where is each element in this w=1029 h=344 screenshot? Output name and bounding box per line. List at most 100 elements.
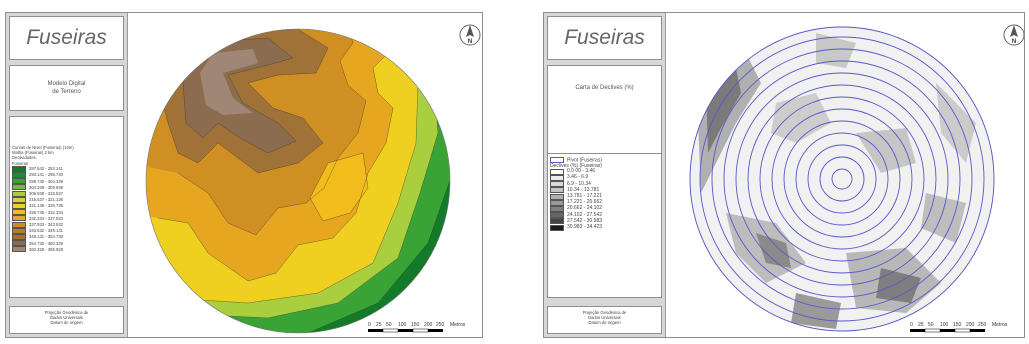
legend-item: 27.542 - 30.983 [550,217,659,225]
legend-label: 10.34 - 13.781 [567,186,600,193]
legend-header: Pivot (Fuseiras) [550,157,659,164]
legend-header: Fuseiras [12,160,29,166]
footer-line: Dados Universais [588,315,621,321]
scale-label: 250 [978,322,987,328]
scale-label: 100 [940,322,949,328]
scale-label: 250 [436,322,445,328]
map-subtitle-line: Modelo Digital [47,81,86,87]
north-arrow-icon: N [459,24,481,46]
legend-header: Declives (%) (Fuseiras) [550,162,602,169]
legend-label: 24.102 - 27.542 [567,211,603,218]
legend-swatch [12,172,26,179]
slope-raster [696,33,976,329]
map-canvas: N 0 25 50 100 150 200 250 Metros [666,13,1024,337]
map-subtitle-line: Carta de Declives (%) [575,85,634,91]
scale-label: 50 [386,322,392,328]
legend-item: 24.102 - 27.542 [550,211,659,219]
legend-label: 332.334 - 337.933 [29,215,63,221]
legend-item: 343.532 - 349.131 [12,227,121,234]
legend-label: 17.221 - 20.662 [567,199,603,206]
legend-swatch [12,165,26,172]
north-arrow-icon: N [1003,24,1024,46]
scale-label: 150 [411,322,420,328]
footer-line: Projeção Geodésica de [44,310,89,315]
legend-item: 354.730 - 360.329 [12,240,121,247]
scale-label: 25 [918,322,924,328]
legend-item: 287.542 - 293.141 [12,165,121,172]
legend-swatch [550,175,564,182]
slope-map-svg: N 0 25 50 100 150 200 250 Metros [689,24,1024,333]
legend-swatch [550,218,564,225]
legend-swatch [12,246,26,253]
scale-label: 25 [376,322,382,328]
legend-item: 304.339 - 309.938 [12,184,121,191]
legend-swatch [550,224,564,231]
scale-label: 150 [953,322,962,328]
legend-header-text: Pivot (Fuseiras) [567,157,603,164]
elevation-map-panel: Fuseiras Modelo Digital de Terreno Curva… [5,12,483,338]
legend-item: 360.329 - 365.928 [12,246,121,253]
map-title-box: Fuseiras [9,16,124,60]
legend-item: 337.933 - 343.532 [12,221,121,228]
legend-label: 343.532 - 349.131 [29,228,63,234]
legend-label: 6.9 - 10.34 [567,180,591,187]
scale-unit: Metros [992,322,1008,328]
legend-item: 326.735 - 332.334 [12,209,121,216]
legend-swatch [550,193,564,200]
pivot-circles [689,26,995,332]
legend-swatch [12,196,26,203]
footer-line: Projeção Geodésica de [582,310,627,315]
footer-line: Datum de origem [588,320,621,326]
legend-label: 309.938 - 315.537 [29,191,63,197]
legend-item: 10.34 - 13.781 [550,186,659,194]
legend-swatch [550,181,564,188]
legend-item: 321.136 - 326.735 [12,203,121,210]
legend-swatch [550,212,564,219]
legend-item: 349.131 - 354.730 [12,233,121,240]
pivot-swatch [550,157,564,163]
legend-label: 321.136 - 326.735 [29,203,63,209]
footer-line: Datum de origem [50,320,83,326]
legend-swatch [12,209,26,216]
legend-item: 17.221 - 20.662 [550,199,659,206]
legend-item: 332.334 - 337.933 [12,215,121,222]
legend-label: 337.933 - 343.532 [29,221,63,227]
legend-header: Curvas de Nivel (Fuseiras) (10m) [12,145,74,150]
footer-box: Projeção Geodésica de Dados Universais D… [9,306,124,334]
legend-label: 27.542 - 30.983 [567,217,603,224]
north-label: N [468,39,472,45]
legend-swatch [12,203,26,210]
scale-unit: Metros [450,322,466,328]
footer-box: Projeção Geodésica de Dados Universais D… [547,306,662,334]
legend-label: 298.740 - 304.339 [29,178,63,184]
legend-swatch [550,199,564,206]
legend-label: 287.542 - 293.141 [29,166,63,172]
legend-swatch [12,233,26,240]
legend-item: 298.740 - 304.339 [12,178,121,185]
legend-label: 360.329 - 365.928 [29,246,63,252]
legend-swatch [12,227,26,234]
legend-label: 304.339 - 309.938 [29,184,63,190]
scale-label: 0 [368,322,371,328]
map-subtitle-line: de Terreno [52,89,81,95]
legend-sidebar: Fuseiras Carta de Declives (%) Pivot (Fu… [544,13,666,337]
legend-swatch [12,221,26,228]
legend-sidebar: Fuseiras Modelo Digital de Terreno Curva… [6,13,128,337]
legend-swatch [12,240,26,247]
legend-label: 20.662 - 24.102 [567,205,603,212]
legend-swatch [12,190,26,197]
scale-label: 0 [910,322,913,328]
north-label: N [1012,39,1016,45]
legend-item: 30.983 - 34.423 [550,224,659,231]
legend-item: 0.0 00 - 3.46 [550,169,659,175]
legend-item: 3.46 - 6.9 [550,175,659,182]
legend-item: 6.9 - 10.34 [550,180,659,188]
elevation-raster [146,29,450,333]
scale-label: 200 [424,322,433,328]
legend-label: 315.537 - 321.136 [29,197,63,203]
legend-item: 13.781 - 17.221 [550,192,659,200]
legend-label: 13.781 - 17.221 [567,192,603,199]
legend-label: 293.141 - 298.740 [29,172,63,178]
legend-list: 0.0 00 - 3.46 3.46 - 6.9 6.9 - 10.34 10.34 … [550,169,659,231]
scale-label: 100 [398,322,407,328]
